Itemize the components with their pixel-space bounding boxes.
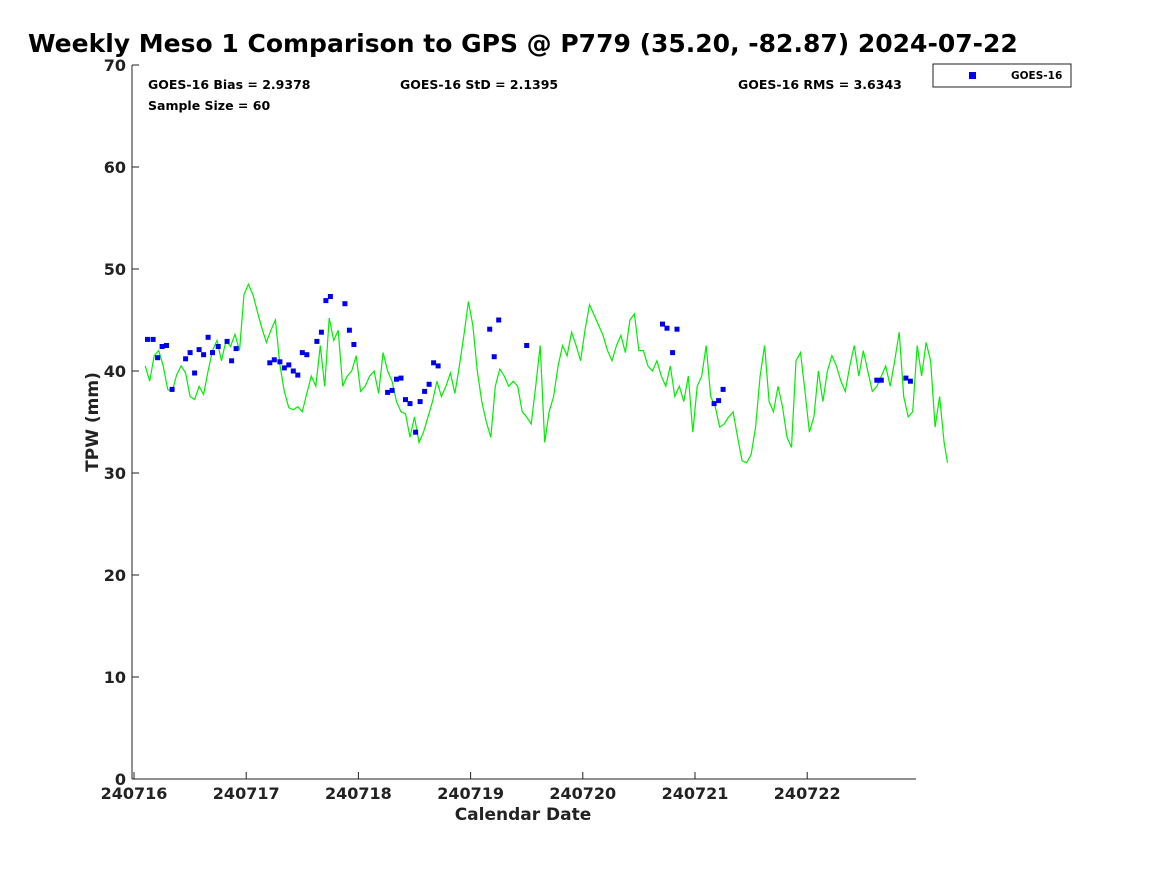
goes16-point: [201, 352, 207, 358]
goes16-point: [351, 342, 357, 347]
x-tick-label: 240716: [101, 784, 168, 803]
goes16-point: [716, 398, 722, 404]
std-stat: GOES-16 StD = 2.1395: [400, 77, 558, 92]
goes16-point: [435, 363, 441, 369]
goes16-point: [660, 321, 665, 327]
goes16-point: [389, 387, 395, 393]
goes16-point: [290, 368, 296, 374]
goes16-point: [318, 329, 324, 335]
goes16-point: [342, 301, 348, 307]
goes16-point: [664, 325, 670, 331]
goes16-point: [496, 317, 502, 323]
goes16-point: [183, 356, 189, 362]
bias-stat: GOES-16 Bias = 2.9378: [148, 77, 310, 92]
goes16-point: [491, 354, 497, 360]
goes16-point: [524, 343, 530, 348]
goes16-point: [299, 350, 305, 356]
goes16-point: [878, 377, 884, 383]
x-tick-label: 240717: [213, 784, 280, 803]
goes16-point: [323, 298, 329, 304]
y-axis-label: TPW (mm): [83, 372, 103, 472]
goes16-point: [267, 360, 273, 366]
x-axis-label: Calendar Date: [455, 805, 592, 825]
goes16-point: [314, 338, 320, 344]
goes16-point: [277, 359, 283, 365]
goes16-point: [295, 372, 301, 378]
goes16-point: [711, 401, 717, 407]
x-tick-label: 240720: [549, 784, 616, 803]
x-tick-label: 240722: [774, 784, 841, 803]
y-tick-label: 20: [104, 566, 126, 585]
goes16-point: [286, 362, 292, 368]
goes16-point: [385, 389, 391, 395]
goes16-point: [422, 388, 428, 394]
goes16-point: [874, 377, 880, 383]
rms-stat: GOES-16 RMS = 3.6343: [738, 77, 902, 92]
y-tick-label: 40: [104, 362, 126, 381]
x-tick-label: 240718: [325, 784, 392, 803]
y-tick-label: 60: [104, 158, 126, 177]
goes16-point: [413, 429, 419, 435]
goes16-point: [720, 386, 726, 392]
goes16-point: [145, 336, 150, 342]
goes16-point: [304, 352, 310, 358]
goes16-point: [233, 346, 239, 352]
x-ticks: 240716 240717 240718 240719 240720 240721 2407…: [101, 772, 841, 803]
goes16-point: [192, 370, 198, 376]
sample-size-stat: Sample Size = 60: [148, 98, 270, 113]
goes16-point: [169, 386, 175, 392]
gps-line: [144, 282, 949, 464]
goes16-point: [210, 350, 215, 356]
y-tick-label: 10: [104, 668, 126, 687]
goes16-point: [407, 401, 413, 407]
goes16-point: [674, 326, 680, 332]
gps-series: [144, 282, 949, 464]
x-tick-label: 240719: [437, 784, 504, 803]
goes16-point: [159, 344, 165, 349]
goes16-point: [670, 350, 676, 356]
goes16-point: [205, 334, 211, 340]
y-tick-label: 70: [104, 56, 126, 75]
goes16-point: [403, 397, 408, 403]
goes16-point: [903, 375, 909, 381]
y-ticks: 0 10 20 30 40 50 60 70: [104, 56, 139, 789]
goes16-point: [271, 357, 277, 363]
goes16-point: [196, 347, 202, 353]
goes16-point: [187, 350, 193, 356]
y-tick-label: 50: [104, 260, 126, 279]
goes16-point: [229, 358, 235, 364]
goes16-point: [398, 375, 404, 381]
goes16-point: [394, 376, 399, 382]
plot-frame: [131, 65, 916, 780]
goes16-point: [224, 338, 230, 344]
y-tick-label: 0: [115, 770, 126, 789]
goes16-point: [155, 355, 161, 361]
goes16-point: [281, 365, 287, 371]
goes-series: [145, 294, 913, 435]
goes16-point: [417, 399, 423, 405]
y-tick-label: 30: [104, 464, 126, 483]
goes16-point: [426, 381, 432, 387]
legend-label-goes16: GOES-16: [1011, 70, 1062, 82]
goes16-point: [150, 336, 156, 342]
goes16-point: [431, 360, 437, 366]
goes16-point: [346, 327, 352, 333]
legend: GOES-16: [932, 63, 1072, 88]
goes16-point: [215, 344, 221, 349]
goes16-point: [327, 294, 333, 299]
goes16-point: [487, 326, 493, 332]
goes16-point: [907, 378, 913, 384]
x-tick-label: 240721: [662, 784, 729, 803]
chart-title: Weekly Meso 1 Comparison to GPS @ P779 (…: [28, 29, 1018, 58]
legend-box: [932, 63, 1072, 88]
legend-marker-goes16: [969, 72, 976, 79]
goes16-point: [164, 343, 169, 348]
